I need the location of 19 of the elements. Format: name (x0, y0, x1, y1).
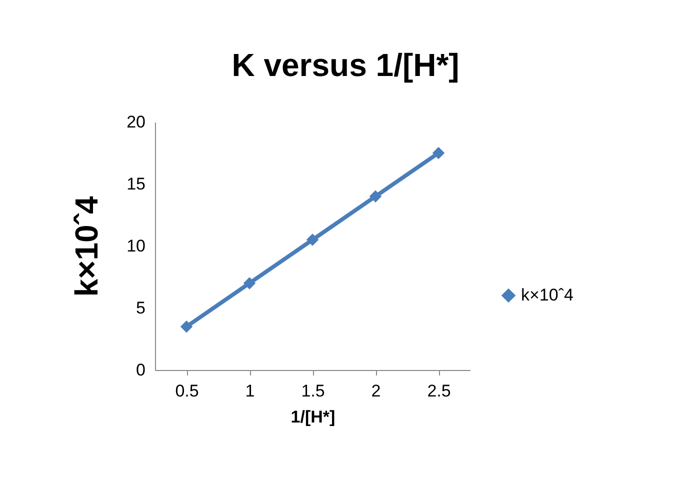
x-tick-label: 1 (245, 382, 255, 400)
chart-title: K versus 1/[H*] (232, 47, 460, 83)
point (243, 277, 256, 290)
x-tick-label: 2.5 (427, 382, 451, 400)
point (180, 320, 193, 333)
x-tick-label: 0.5 (175, 382, 199, 400)
point (369, 190, 382, 203)
y-tick-label: 5 (136, 298, 146, 318)
point (432, 146, 445, 160)
x-tick-label: 1.5 (301, 382, 325, 400)
y-axis-title: k×10ˆ4 (68, 196, 105, 297)
point (306, 234, 319, 246)
y-tick-label: 0 (136, 360, 146, 380)
y-tick-label: 15 (126, 174, 146, 194)
y-tick-label: 20 (126, 112, 146, 132)
y-tick-label: 10 (126, 236, 146, 256)
legend-label: k×10ˆ4 (521, 286, 574, 304)
x-axis-title: 1/[H*] (290, 408, 336, 426)
x-tick-label: 2 (371, 382, 381, 400)
